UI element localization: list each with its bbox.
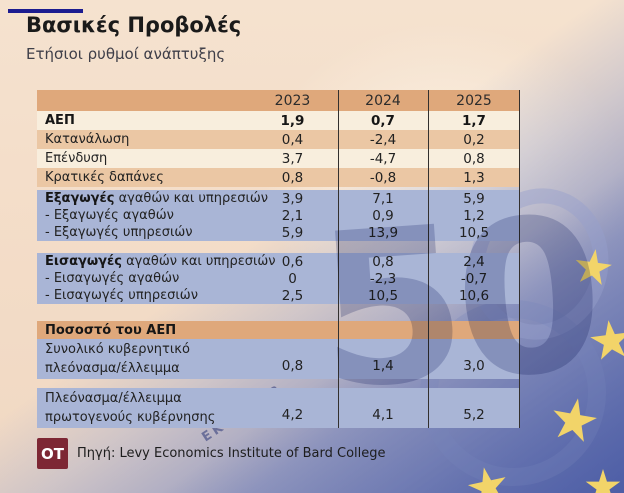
row-label-bold-part: Εισαγωγές: [45, 254, 122, 269]
table-row: Εισαγωγές αγαθών και υπηρεσιών 0,6 0,8 2,4: [37, 253, 520, 270]
table-row: Κρατικές δαπάνες 0,8 -0,8 1,3: [37, 168, 520, 187]
table-row: Ποσοστό του ΑΕΠ: [37, 321, 520, 339]
table-row: Εξαγωγές αγαθών και υπηρεσιών 3,9 7,1 5,9: [37, 190, 520, 207]
row-label: Κατανάλωση: [45, 132, 130, 147]
row-value: 1,2: [463, 207, 485, 224]
row-value: 3,7: [281, 150, 304, 167]
column-divider: [519, 90, 520, 428]
section-gap: [37, 304, 520, 321]
row-value: 13,9: [367, 224, 399, 241]
row-label: - Εξαγωγές υπηρεσιών: [45, 225, 193, 240]
row-label: Κρατικές δαπάνες: [45, 170, 164, 185]
row-value: 1,9: [280, 112, 305, 129]
section-gap: [37, 241, 520, 253]
row-label: - Εισαγωγές αγαθών: [45, 271, 180, 286]
row-value: 4,1: [372, 407, 394, 424]
row-value: 3,9: [281, 190, 304, 207]
table-row: - Εξαγωγές αγαθών 2,1 0,9 1,2: [37, 207, 520, 224]
row-value: 4,2: [281, 407, 304, 424]
row-value: 10,5: [367, 287, 399, 304]
row-label-bold-part: Εξαγωγές: [45, 191, 115, 206]
table-row: - Εξαγωγές υπηρεσιών 5,9 13,9 10,5: [37, 224, 520, 241]
row-value: 10,6: [458, 287, 490, 304]
column-divider: [338, 90, 339, 428]
source-text: Πηγή: Levy Economics Institute of Bard C…: [77, 446, 386, 461]
projections-table: 2023 2024 2025 ΑΕΠ 1,9 0,7 1,7 Κατανάλωση 0,4 -2,…: [37, 90, 520, 428]
row-label: Ποσοστό του ΑΕΠ: [45, 322, 177, 338]
table-row: Συνολικό κυβερνητικό πλεόνασμα/έλλειμμα 0,…: [37, 339, 520, 379]
table-row: Επένδυση 3,7 -4,7 0,8: [37, 149, 520, 168]
row-value: 0,9: [372, 207, 394, 224]
row-value: 1,4: [372, 358, 394, 375]
row-value: 7,1: [372, 190, 394, 207]
row-value: 3,0: [463, 358, 485, 375]
table-row: - Εισαγωγές υπηρεσιών 2,5 10,5 10,6: [37, 287, 520, 304]
row-value: 2,5: [281, 287, 304, 304]
row-label: Εισαγωγές αγαθών και υπηρεσιών: [45, 254, 276, 269]
section-gap: [37, 379, 520, 388]
row-label: Εξαγωγές αγαθών και υπηρεσιών: [45, 191, 269, 206]
row-value: -2,3: [369, 270, 397, 287]
page-title: Βασικές Προβολές: [26, 13, 242, 37]
row-value: 1,7: [462, 112, 486, 129]
year-header-cell: 2025: [456, 92, 492, 109]
row-label: Πλεόνασμα/έλλειμμα πρωτογενούς κυβέρνησης: [45, 391, 216, 426]
row-value: 0,2: [463, 131, 485, 148]
row-value: -0,8: [369, 169, 397, 186]
ot-logo: OT: [37, 438, 68, 469]
row-value: 2,4: [463, 253, 485, 270]
year-header-cell: 2023: [274, 92, 311, 109]
row-label: ΑΕΠ: [45, 113, 75, 128]
row-label: Επένδυση: [45, 151, 108, 166]
row-value: 0,8: [281, 169, 304, 186]
row-value: 0,8: [281, 358, 304, 375]
page-subtitle: Ετήσιοι ρυθμοί ανάπτυξης: [26, 45, 226, 63]
row-value: -4,7: [369, 150, 397, 167]
row-value: 0,4: [281, 131, 304, 148]
row-value: 2,1: [281, 207, 304, 224]
row-value: 0,8: [463, 150, 485, 167]
table-row: Πλεόνασμα/έλλειμμα πρωτογενούς κυβέρνησης…: [37, 388, 520, 428]
row-value: -0,7: [460, 270, 488, 287]
row-label: Συνολικό κυβερνητικό πλεόνασμα/έλλειμμα: [45, 342, 190, 377]
row-label: - Εισαγωγές υπηρεσιών: [45, 288, 198, 303]
table-row: Κατανάλωση 0,4 -2,4 0,2: [37, 130, 520, 149]
row-value: -2,4: [369, 131, 397, 148]
source-bar: OT Πηγή: Levy Economics Institute of Bar…: [37, 438, 386, 469]
year-header-cell: 2024: [365, 92, 401, 109]
year-header-row: 2023 2024 2025: [37, 90, 520, 111]
row-value: 0,6: [281, 253, 304, 270]
row-value: 10,5: [458, 224, 490, 241]
row-value: 5,9: [281, 224, 304, 241]
row-value: 0: [288, 270, 297, 287]
table-rows: 2023 2024 2025 ΑΕΠ 1,9 0,7 1,7 Κατανάλωση 0,4 -2,…: [37, 90, 520, 428]
row-value: 0,8: [372, 253, 394, 270]
accent-line: [8, 9, 83, 13]
row-value: 0,7: [371, 112, 395, 129]
row-label: - Εξαγωγές αγαθών: [45, 208, 174, 223]
row-value: 5,9: [463, 190, 485, 207]
table-row: - Εισαγωγές αγαθών 0 -2,3 -0,7: [37, 270, 520, 287]
row-value: 1,3: [463, 169, 485, 186]
column-divider: [428, 90, 429, 428]
row-value: 5,2: [463, 407, 485, 424]
table-row: ΑΕΠ 1,9 0,7 1,7: [37, 111, 520, 130]
